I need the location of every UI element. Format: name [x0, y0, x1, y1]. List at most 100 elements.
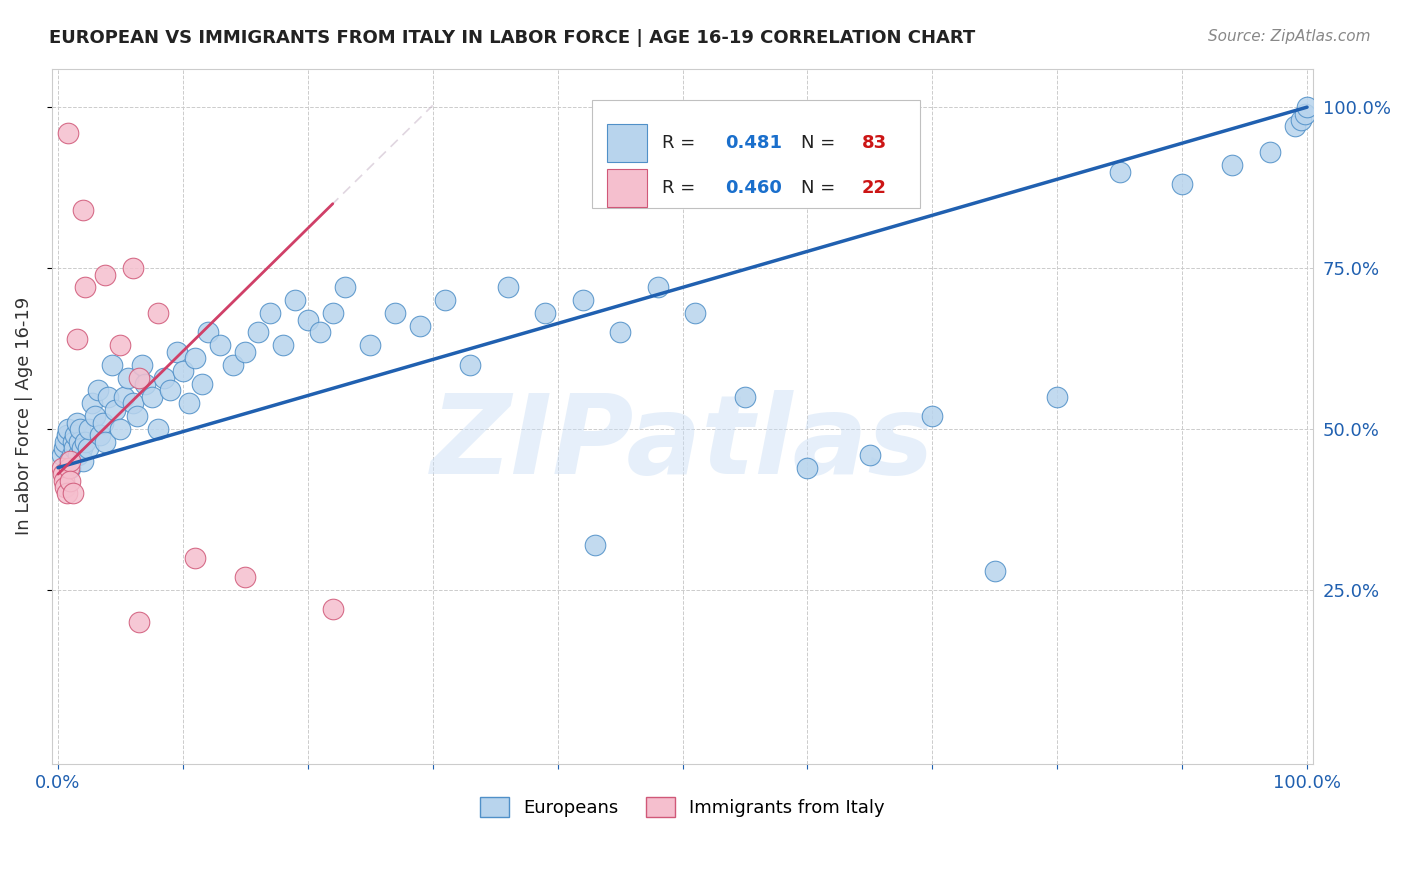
Point — [53, 474, 76, 488]
Point — [322, 602, 344, 616]
Point — [1108, 164, 1130, 178]
Point — [271, 338, 294, 352]
Point — [184, 351, 207, 366]
Point — [110, 338, 132, 352]
Point — [197, 326, 219, 340]
Point — [75, 280, 97, 294]
Point — [153, 370, 176, 384]
Point — [110, 422, 132, 436]
Point — [1296, 100, 1319, 114]
Point — [322, 306, 344, 320]
Point — [1258, 145, 1281, 160]
Point — [184, 550, 207, 565]
Point — [72, 203, 94, 218]
FancyBboxPatch shape — [592, 100, 920, 208]
Point — [235, 570, 257, 584]
Point — [122, 261, 145, 276]
Point — [583, 538, 606, 552]
Point — [190, 376, 212, 391]
Point — [734, 390, 756, 404]
Point — [58, 460, 80, 475]
Point — [434, 293, 457, 308]
Point — [359, 338, 381, 352]
Point — [222, 358, 245, 372]
Point — [56, 126, 79, 140]
Point — [1046, 390, 1069, 404]
Text: 83: 83 — [862, 134, 887, 152]
Point — [70, 442, 93, 456]
Point — [609, 326, 631, 340]
Point — [69, 422, 91, 436]
Point — [91, 416, 114, 430]
Text: 0.481: 0.481 — [725, 134, 782, 152]
Point — [117, 370, 139, 384]
Point — [55, 428, 77, 442]
Point — [72, 454, 94, 468]
Point — [75, 434, 97, 449]
Point — [89, 428, 111, 442]
Point — [209, 338, 232, 352]
Point — [309, 326, 332, 340]
Text: R =: R = — [662, 134, 702, 152]
Point — [67, 434, 90, 449]
Point — [63, 442, 86, 456]
Point — [259, 306, 281, 320]
Text: ZIPatlas: ZIPatlas — [430, 391, 935, 498]
Point — [87, 384, 110, 398]
Point — [55, 486, 77, 500]
Point — [94, 268, 117, 282]
Point — [496, 280, 519, 294]
Point — [384, 306, 406, 320]
Point — [146, 306, 169, 320]
Point — [134, 376, 156, 391]
Point — [235, 344, 257, 359]
Point — [59, 454, 82, 468]
Point — [297, 312, 319, 326]
Point — [796, 460, 818, 475]
Point — [53, 442, 76, 456]
Point — [1289, 113, 1312, 128]
Point — [51, 460, 73, 475]
Point — [859, 448, 882, 462]
Text: R =: R = — [662, 179, 702, 197]
Point — [100, 358, 122, 372]
Point — [335, 280, 357, 294]
Point — [146, 422, 169, 436]
Point — [94, 434, 117, 449]
Point — [56, 422, 79, 436]
Point — [172, 364, 194, 378]
Point — [458, 358, 481, 372]
Point — [65, 428, 87, 442]
Point — [66, 448, 89, 462]
Point — [84, 409, 107, 424]
Point — [1171, 178, 1194, 192]
Point — [921, 409, 943, 424]
Point — [104, 402, 127, 417]
Point — [62, 486, 84, 500]
Point — [77, 422, 100, 436]
Point — [122, 396, 145, 410]
Point — [66, 332, 89, 346]
Point — [179, 396, 201, 410]
Point — [59, 474, 82, 488]
Point — [52, 467, 75, 482]
Point — [246, 326, 269, 340]
Point — [131, 358, 153, 372]
Point — [159, 384, 181, 398]
Point — [1284, 120, 1306, 134]
Point — [55, 480, 77, 494]
Point — [647, 280, 669, 294]
Point — [51, 448, 73, 462]
Point — [1220, 158, 1243, 172]
Point — [166, 344, 188, 359]
Point — [55, 434, 77, 449]
Point — [571, 293, 593, 308]
Point — [1294, 106, 1316, 120]
Point — [62, 434, 84, 449]
Point — [984, 564, 1007, 578]
Text: 22: 22 — [862, 179, 887, 197]
Point — [409, 319, 432, 334]
Point — [534, 306, 557, 320]
Point — [141, 390, 163, 404]
Point — [125, 409, 148, 424]
